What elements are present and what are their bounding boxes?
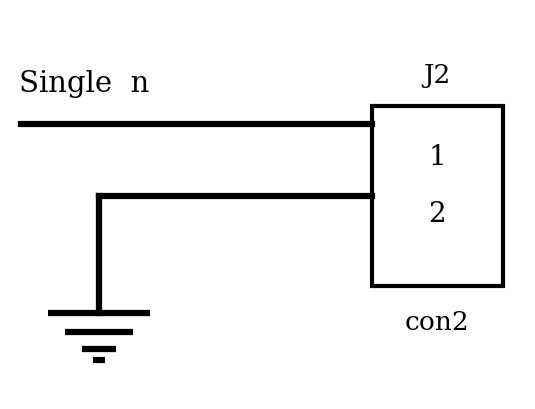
Text: 2: 2: [429, 201, 446, 228]
Bar: [372, 106, 503, 286]
Text: 1: 1: [429, 143, 446, 170]
Text: J2: J2: [424, 63, 451, 88]
Text: Single  n: Single n: [19, 70, 149, 98]
Text: con2: con2: [405, 309, 470, 334]
